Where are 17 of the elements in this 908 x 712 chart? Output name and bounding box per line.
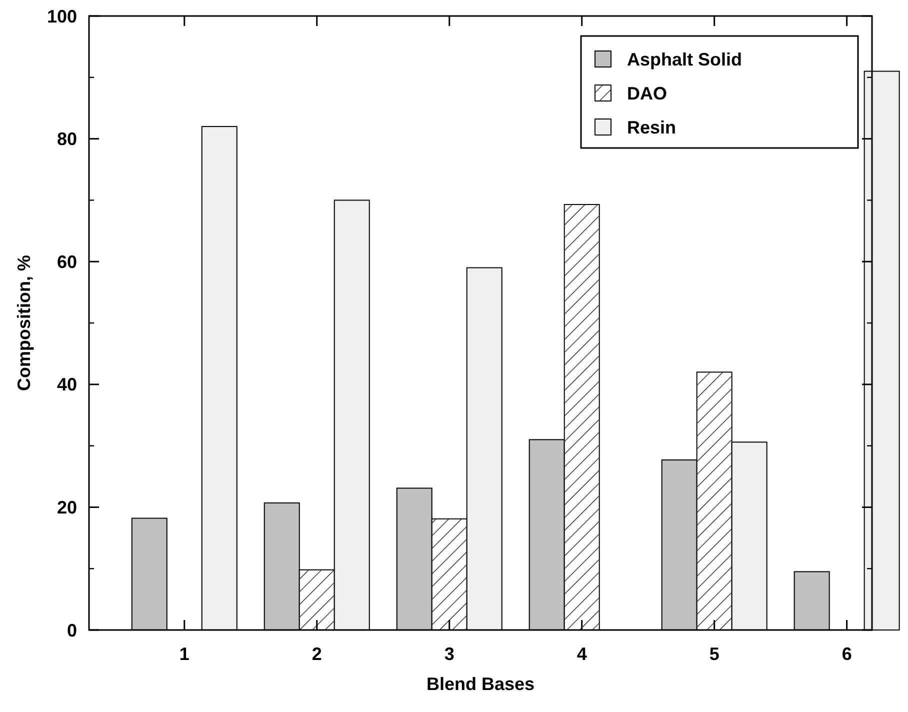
x-tick-label: 2 <box>312 644 322 664</box>
x-tick-label: 4 <box>576 644 587 664</box>
x-tick-label: 6 <box>842 644 852 664</box>
legend-label: DAO <box>627 83 667 104</box>
x-tick-label: 1 <box>179 644 190 664</box>
legend-label: Resin <box>627 117 676 138</box>
legend-label: Asphalt Solid <box>627 49 742 70</box>
x-tick-label: 5 <box>709 644 720 664</box>
y-tick-label: 40 <box>56 374 77 395</box>
x-tick-label: 3 <box>444 644 454 664</box>
y-axis-title: Composition, % <box>14 255 34 391</box>
y-tick-label: 20 <box>56 498 77 518</box>
y-tick-label: 100 <box>46 6 77 26</box>
y-tick-label: 0 <box>66 620 77 640</box>
x-axis-title: Blend Bases <box>426 674 535 694</box>
y-tick-label: 80 <box>56 129 77 150</box>
y-tick-label: 60 <box>56 252 77 272</box>
